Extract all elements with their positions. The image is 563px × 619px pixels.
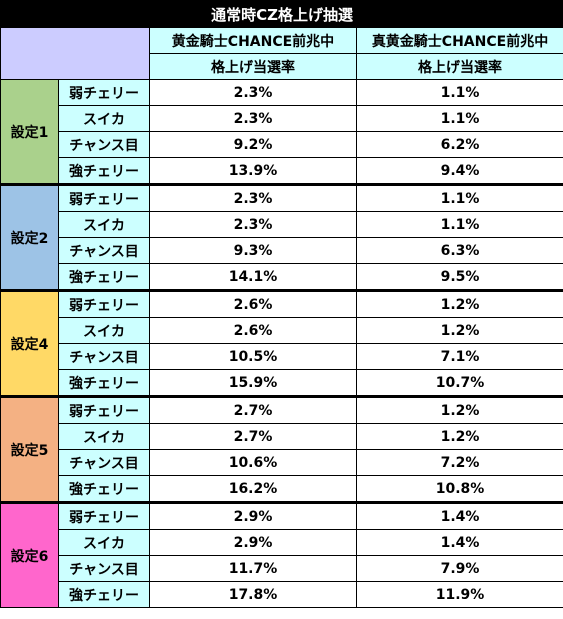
table-row: 設定2 弱チェリー 2.3% 1.1%: [0, 183, 563, 291]
role-label: 強チェリー: [58, 475, 150, 503]
gold-rate-value: 2.7%: [149, 423, 357, 450]
gold-rate-value: 16.2%: [149, 475, 357, 503]
role-label: スイカ: [58, 423, 150, 450]
table-row: スイカ 2.7% 1.2%: [1, 423, 563, 450]
role-label: 強チェリー: [58, 581, 150, 608]
column-header-true-gold: 真黄金騎士CHANCE前兆中: [355, 27, 563, 54]
role-label: チャンス目: [58, 237, 150, 264]
true-gold-rate-value: 7.1%: [355, 343, 563, 370]
column-header-gold: 黄金騎士CHANCE前兆中: [149, 27, 357, 54]
table-row: 強チェリー 17.8% 11.9%: [1, 581, 563, 608]
table-row: スイカ 2.3% 1.1%: [1, 105, 563, 132]
role-label: スイカ: [58, 317, 150, 344]
gold-rate-value: 10.6%: [149, 449, 357, 476]
gold-rate-value: 9.3%: [149, 237, 357, 264]
setting-label: 設定2: [0, 183, 59, 291]
table-row: チャンス目 10.5% 7.1%: [1, 343, 563, 370]
true-gold-rate-value: 1.2%: [355, 289, 563, 318]
true-gold-rate-value: 1.4%: [355, 529, 563, 556]
true-gold-rate-value: 1.1%: [355, 79, 563, 106]
role-label: 弱チェリー: [58, 395, 150, 424]
true-gold-rate-value: 11.9%: [355, 581, 563, 608]
table-body: 設定1 弱チェリー 2.3% 1.1% スイカ 2.3% 1.1% チャンス目 9.2% 6.2%…: [0, 79, 563, 608]
role-label: スイカ: [58, 105, 150, 132]
true-gold-rate-value: 9.4%: [355, 157, 563, 185]
role-label: スイカ: [58, 529, 150, 556]
role-label: チャンス目: [58, 131, 150, 158]
gold-rate-value: 11.7%: [149, 555, 357, 582]
role-label: 弱チェリー: [58, 289, 150, 318]
table-row: 設定6 弱チェリー 2.9% 1.4%: [0, 501, 563, 608]
gold-rate-value: 17.8%: [149, 581, 357, 608]
table-row: 強チェリー 16.2% 10.8%: [1, 475, 563, 503]
setting-label: 設定1: [0, 79, 59, 185]
gold-rate-value: 9.2%: [149, 131, 357, 158]
table-row: チャンス目 9.2% 6.2%: [1, 131, 563, 158]
true-gold-rate-value: 9.5%: [355, 263, 563, 291]
table-row: 設定1 弱チェリー 2.3% 1.1%: [0, 79, 563, 185]
role-label: スイカ: [58, 211, 150, 238]
table-row: チャンス目 10.6% 7.2%: [1, 449, 563, 476]
true-gold-rate-value: 1.1%: [355, 105, 563, 132]
table-row: 強チェリー 14.1% 9.5%: [1, 263, 563, 291]
role-label: 弱チェリー: [58, 79, 150, 106]
true-gold-rate-value: 6.2%: [355, 131, 563, 158]
true-gold-rate-value: 10.8%: [355, 475, 563, 503]
gold-rate-value: 2.3%: [149, 79, 357, 106]
table-row: 設定4 弱チェリー 2.6% 1.2%: [0, 289, 563, 397]
table-row: チャンス目 9.3% 6.3%: [1, 237, 563, 264]
gold-rate-value: 2.9%: [149, 529, 357, 556]
true-gold-rate-value: 1.2%: [355, 423, 563, 450]
role-label: チャンス目: [58, 449, 150, 476]
gold-rate-value: 2.3%: [149, 183, 357, 212]
true-gold-rate-value: 7.9%: [355, 555, 563, 582]
true-gold-rate-value: 1.2%: [355, 317, 563, 344]
setting-label: 設定5: [0, 395, 59, 503]
true-gold-rate-value: 1.4%: [355, 501, 563, 530]
table-row: 設定5 弱チェリー 2.7% 1.2%: [0, 395, 563, 503]
true-gold-rate-value: 1.1%: [355, 183, 563, 212]
role-label: チャンス目: [58, 343, 150, 370]
role-label: チャンス目: [58, 555, 150, 582]
gold-rate-value: 14.1%: [149, 263, 357, 291]
true-gold-rate-value: 7.2%: [355, 449, 563, 476]
table-row: スイカ 2.9% 1.4%: [1, 529, 563, 556]
role-label: 弱チェリー: [58, 501, 150, 530]
gold-rate-value: 13.9%: [149, 157, 357, 185]
table-row: 強チェリー 13.9% 9.4%: [1, 157, 563, 185]
gold-rate-value: 10.5%: [149, 343, 357, 370]
role-label: 強チェリー: [58, 157, 150, 185]
table-title: 通常時CZ格上げ抽選: [0, 0, 563, 28]
header-corner: [0, 27, 150, 80]
gold-rate-value: 2.3%: [149, 105, 357, 132]
gold-rate-value: 2.6%: [149, 289, 357, 318]
role-label: 弱チェリー: [58, 183, 150, 212]
true-gold-rate-value: 1.1%: [355, 211, 563, 238]
true-gold-rate-value: 1.2%: [355, 395, 563, 424]
table-row: スイカ 2.3% 1.1%: [1, 211, 563, 238]
table-row: 強チェリー 15.9% 10.7%: [1, 369, 563, 397]
setting-label: 設定4: [0, 289, 59, 397]
true-gold-rate-value: 6.3%: [355, 237, 563, 264]
subheader-gold-rate: 格上げ当選率: [149, 53, 357, 80]
gold-rate-value: 2.6%: [149, 317, 357, 344]
gold-rate-value: 2.7%: [149, 395, 357, 424]
role-label: 強チェリー: [58, 263, 150, 291]
true-gold-rate-value: 10.7%: [355, 369, 563, 397]
subheader-true-gold-rate: 格上げ当選率: [355, 53, 563, 80]
table-row: チャンス目 11.7% 7.9%: [1, 555, 563, 582]
gold-rate-value: 2.3%: [149, 211, 357, 238]
gold-rate-value: 15.9%: [149, 369, 357, 397]
role-label: 強チェリー: [58, 369, 150, 397]
setting-label: 設定6: [0, 501, 59, 608]
gold-rate-value: 2.9%: [149, 501, 357, 530]
table-row: スイカ 2.6% 1.2%: [1, 317, 563, 344]
